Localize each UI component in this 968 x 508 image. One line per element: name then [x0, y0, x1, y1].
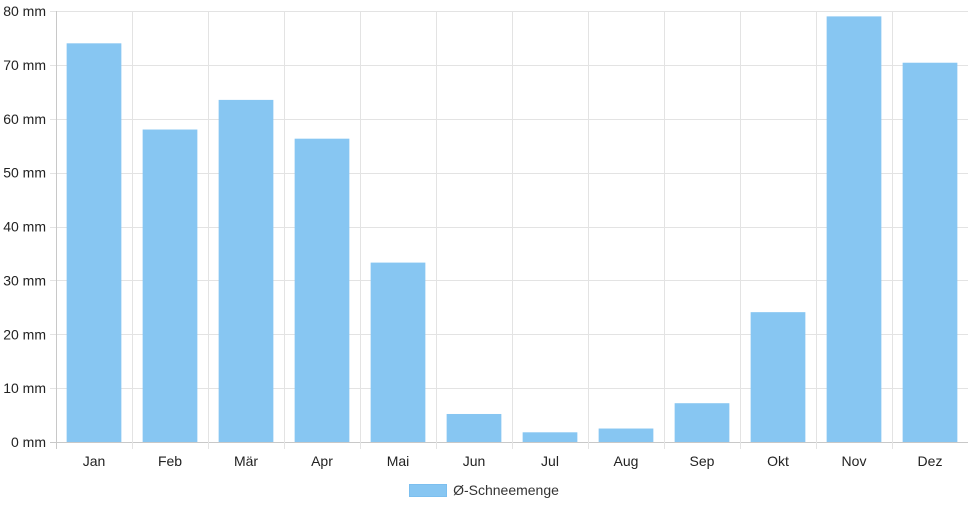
bar-apr[interactable] [294, 138, 350, 442]
x-tick-label: Apr [311, 453, 333, 469]
bar-jan[interactable] [66, 43, 122, 442]
y-tick-label: 60 mm [3, 111, 46, 127]
x-tick-label: Sep [690, 453, 715, 469]
legend-label: Ø-Schneemenge [453, 482, 559, 498]
y-tick-label: 70 mm [3, 57, 46, 73]
bar-jun[interactable] [446, 413, 502, 442]
legend-swatch [409, 483, 448, 497]
snow-chart: 0 mm 10 mm 20 mm 30 mm 40 mm 50 mm 60 mm 70 mm 8… [3, 3, 968, 469]
y-tick-label: 40 mm [3, 219, 46, 235]
y-tick-label: 30 mm [3, 272, 46, 288]
x-tick-label: Jan [83, 453, 106, 469]
y-tick-label: 0 mm [11, 434, 46, 450]
bar-okt[interactable] [750, 312, 806, 442]
x-tick-label: Dez [918, 453, 943, 469]
bar-mär[interactable] [218, 99, 274, 443]
x-tick-label: Nov [842, 453, 867, 469]
y-axis-ticks: 0 mm 10 mm 20 mm 30 mm 40 mm 50 mm 60 mm 70 mm 8… [3, 3, 46, 450]
x-tick-label: Jul [541, 453, 559, 469]
bar-jul[interactable] [522, 432, 578, 442]
x-axis-ticks: Jan Feb Mär Apr Mai Jun Jul Aug Sep Okt Nov Dez [83, 453, 943, 469]
bar-sep[interactable] [674, 403, 730, 442]
y-tick-label: 80 mm [3, 3, 46, 19]
bar-aug[interactable] [598, 428, 654, 442]
y-tick-label: 20 mm [3, 326, 46, 342]
x-tick-label: Mär [234, 453, 258, 469]
bar-nov[interactable] [826, 16, 882, 442]
bars [66, 16, 958, 443]
x-tick-label: Okt [767, 453, 789, 469]
bar-feb[interactable] [142, 129, 198, 442]
bar-mai[interactable] [370, 262, 426, 442]
legend[interactable]: Ø-Schneemenge [0, 480, 968, 500]
x-tick-label: Jun [463, 453, 486, 469]
bar-dez[interactable] [902, 62, 958, 442]
grid-lines [50, 11, 968, 449]
x-tick-label: Mai [387, 453, 410, 469]
y-tick-label: 10 mm [3, 380, 46, 396]
x-tick-label: Aug [614, 453, 639, 469]
x-tick-label: Feb [158, 453, 182, 469]
y-tick-label: 50 mm [3, 165, 46, 181]
